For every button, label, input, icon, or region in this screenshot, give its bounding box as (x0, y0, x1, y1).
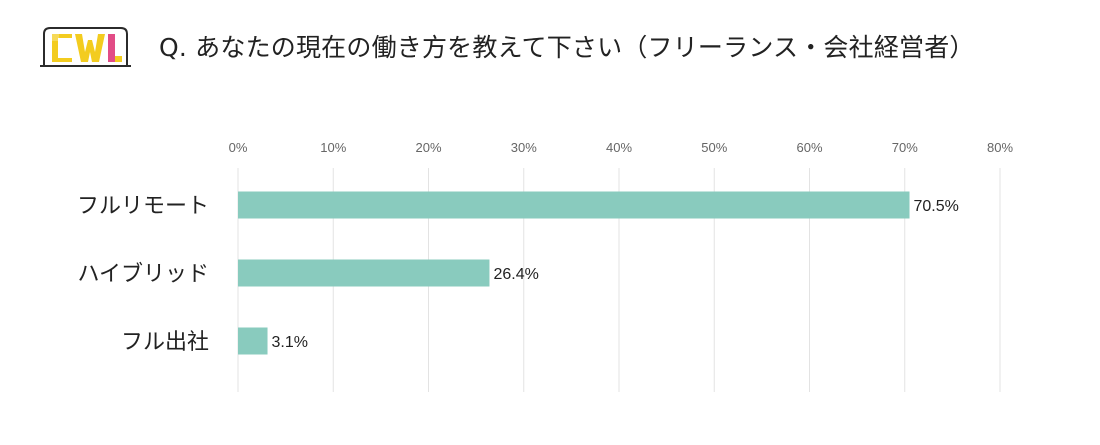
bar (238, 191, 910, 219)
value-label: 3.1% (272, 334, 308, 351)
x-tick-label: 30% (511, 140, 537, 155)
value-labels: 70.5% 26.4% 3.1% (272, 198, 959, 351)
bar (238, 327, 268, 355)
value-label: 26.4% (493, 266, 538, 283)
x-tick-label: 70% (892, 140, 918, 155)
category-label: フルリモート (77, 194, 209, 219)
x-tick-label: 40% (606, 140, 632, 155)
bar (238, 259, 490, 287)
x-tick-label: 20% (415, 140, 441, 155)
category-label: フル出社 (121, 330, 209, 355)
x-tick-label: 10% (320, 140, 346, 155)
header: Q. あなたの現在の働き方を教えて下さい（フリーランス・会社経営者） (38, 22, 975, 72)
x-tick-label: 60% (796, 140, 822, 155)
x-tick-label: 50% (701, 140, 727, 155)
cwl-logo (40, 27, 131, 67)
value-label: 70.5% (914, 198, 959, 215)
bars (238, 191, 910, 355)
x-tick-label: 80% (987, 140, 1013, 155)
x-tick-label: 0% (229, 140, 248, 155)
x-axis-ticks: 0% 10% 20% 30% 40% 50% 60% 70% 80% (229, 140, 1014, 155)
category-label: ハイブリッド (77, 262, 209, 287)
page-title: Q. あなたの現在の働き方を教えて下さい（フリーランス・会社経営者） (159, 32, 975, 62)
